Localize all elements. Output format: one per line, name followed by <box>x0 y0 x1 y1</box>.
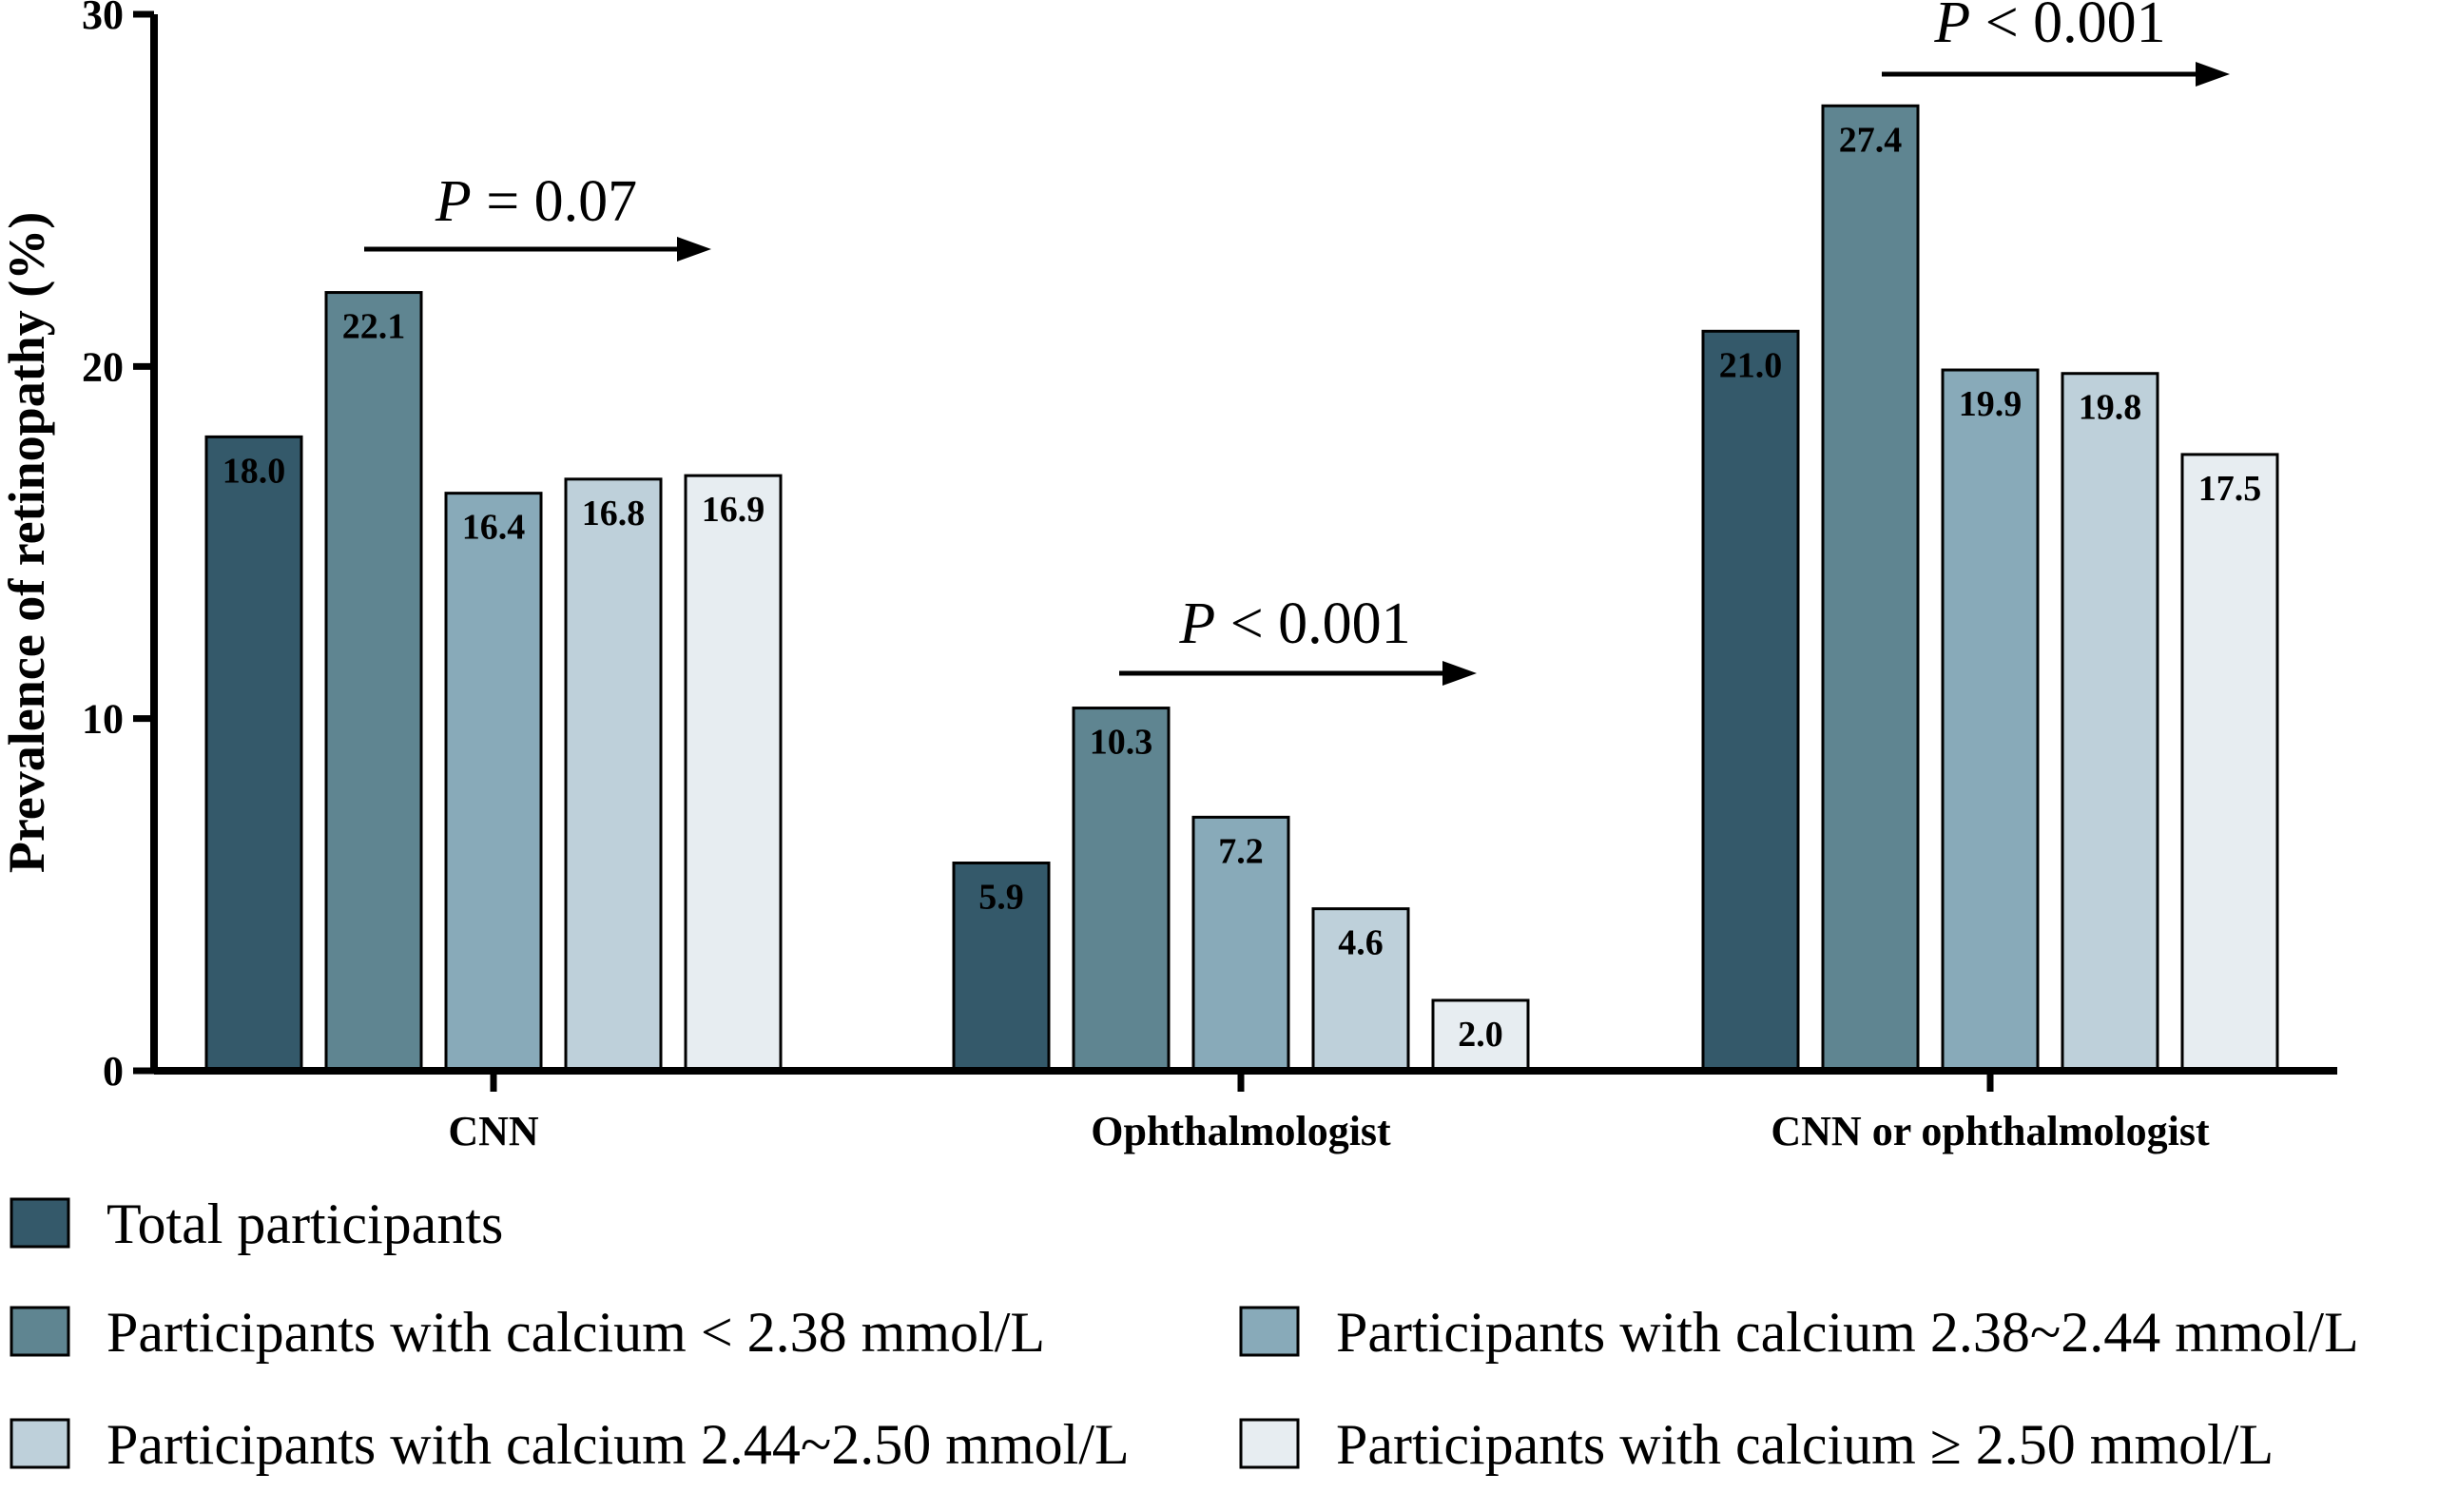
legend-label-5: Participants with calcium ≥ 2.50 mmol/L <box>1336 1413 2274 1476</box>
value-label-2-4: 4.6 <box>1338 923 1384 963</box>
bar-1-5 <box>684 474 783 1073</box>
value-label-3-2: 27.4 <box>1839 120 1903 160</box>
bar-1-4 <box>564 477 663 1073</box>
value-label-1-3: 16.4 <box>462 508 526 548</box>
p-value-annotation-1: P = 0.07 <box>435 169 637 234</box>
value-label-3-3: 19.9 <box>1959 384 2023 424</box>
p-value-text-1: = 0.07 <box>472 169 637 234</box>
value-label-2-3: 7.2 <box>1218 831 1264 871</box>
legend-label-1: Total participants <box>106 1192 503 1255</box>
legend-label-4: Participants with calcium 2.44~2.50 mmol… <box>106 1413 1130 1476</box>
value-label-1-4: 16.8 <box>582 494 646 533</box>
bar-1-3 <box>444 492 543 1073</box>
y-tick-label-20: 20 <box>82 343 124 390</box>
y-tick-label-30: 30 <box>82 0 124 38</box>
bar-2-5 <box>1431 998 1530 1073</box>
bar-3-2 <box>1821 104 1920 1073</box>
p-arrow-head-2 <box>1442 661 1477 686</box>
p-value-text-3: < 0.001 <box>1970 0 2165 55</box>
bar-2-2 <box>1072 707 1171 1073</box>
x-category-label-3: CNN or ophthalmologist <box>1771 1108 2210 1154</box>
legend-swatch-1 <box>10 1197 70 1249</box>
value-label-1-5: 16.9 <box>702 490 765 530</box>
p-symbol-2: P <box>1178 591 1215 656</box>
bar-3-5 <box>2180 453 2279 1073</box>
legend-swatch-4 <box>10 1418 70 1469</box>
p-value-text-2: < 0.001 <box>1215 591 1410 656</box>
bar-2-1 <box>952 862 1051 1073</box>
p-value-annotation-2: P < 0.001 <box>1178 591 1410 656</box>
value-label-2-2: 10.3 <box>1090 723 1153 763</box>
legend-swatch-2 <box>10 1306 70 1357</box>
legend-label-2: Participants with calcium < 2.38 mmol/L <box>106 1301 1045 1364</box>
y-axis-title: Prevalence of retinopathy (%) <box>0 212 55 873</box>
bar-1-2 <box>324 291 423 1073</box>
value-label-1-2: 22.1 <box>342 307 406 347</box>
legend-swatch-3 <box>1239 1306 1300 1357</box>
value-label-2-1: 5.9 <box>978 878 1024 918</box>
value-label-3-4: 19.8 <box>2079 388 2142 428</box>
x-category-label-1: CNN <box>448 1108 539 1154</box>
legend-label-3: Participants with calcium 2.38~2.44 mmol… <box>1336 1301 2359 1364</box>
p-value-annotation-3: P < 0.001 <box>1933 0 2165 55</box>
p-symbol-1: P <box>435 169 472 234</box>
bar-2-3 <box>1191 815 1290 1073</box>
value-label-3-1: 21.0 <box>1719 345 1783 385</box>
bar-1-1 <box>204 435 303 1073</box>
bar-3-4 <box>2061 372 2159 1073</box>
bar-3-3 <box>1941 368 2040 1073</box>
p-arrow-head-3 <box>2196 62 2230 87</box>
bar-3-1 <box>1701 329 1800 1073</box>
x-category-label-2: Ophthalmologist <box>1091 1108 1391 1154</box>
p-symbol-3: P <box>1933 0 1970 55</box>
value-label-2-5: 2.0 <box>1458 1015 1503 1055</box>
legend-swatch-5 <box>1239 1418 1300 1469</box>
p-arrow-head-1 <box>677 237 711 262</box>
y-tick-label-0: 0 <box>103 1048 124 1095</box>
value-label-1-1: 18.0 <box>223 451 286 491</box>
y-tick-label-10: 10 <box>82 696 124 743</box>
value-label-3-5: 17.5 <box>2198 469 2262 509</box>
